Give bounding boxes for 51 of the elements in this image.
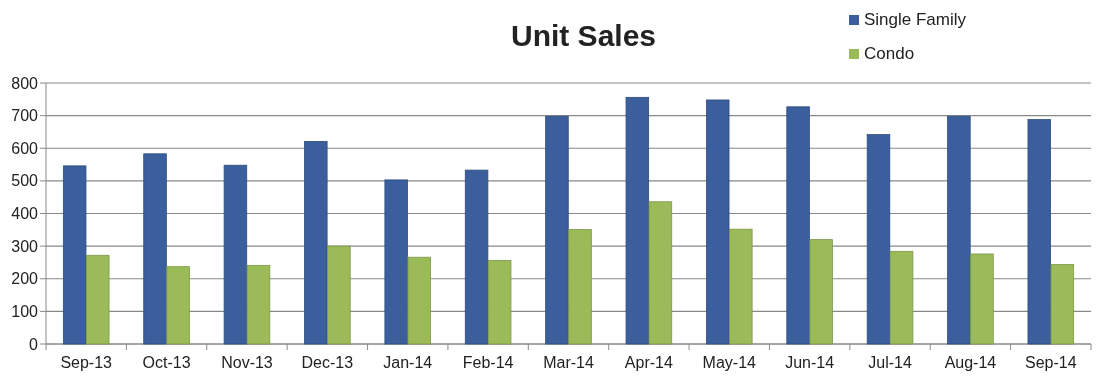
bar xyxy=(889,250,914,345)
bar xyxy=(625,96,650,345)
x-tick-label: Jan-14 xyxy=(383,354,433,371)
legend-label: Single Family xyxy=(864,10,967,29)
bar xyxy=(86,254,110,345)
bar xyxy=(729,228,753,345)
x-tick-label: Sep-13 xyxy=(60,354,113,371)
y-tick-label: 600 xyxy=(11,139,39,157)
x-tick-label: May-14 xyxy=(702,354,757,371)
bar xyxy=(487,260,512,345)
y-tick-label: 400 xyxy=(11,205,39,223)
bar xyxy=(464,169,489,345)
bar xyxy=(304,141,328,345)
bar xyxy=(970,253,994,345)
x-tick-label: Aug-14 xyxy=(944,354,997,371)
y-tick-label: 100 xyxy=(11,302,39,320)
bar xyxy=(223,164,248,345)
bar xyxy=(786,106,810,345)
bar xyxy=(166,266,190,345)
chart-title: Unit Sales xyxy=(510,19,657,52)
bar xyxy=(62,165,87,345)
bar xyxy=(568,229,592,345)
x-tick-label: Jul-14 xyxy=(868,354,912,371)
x-tick-label: Nov-13 xyxy=(221,354,273,371)
y-tick-label: 200 xyxy=(11,270,39,288)
bar xyxy=(947,115,971,345)
bar xyxy=(545,115,569,345)
y-tick-label: 300 xyxy=(11,237,39,255)
x-tick-label: Dec-13 xyxy=(301,354,354,371)
x-tick-label: Sep-14 xyxy=(1025,354,1077,371)
bar xyxy=(246,264,271,345)
bar xyxy=(648,201,673,345)
y-tick-label: 500 xyxy=(11,172,39,190)
x-tick-label: Apr-14 xyxy=(624,354,673,371)
bar xyxy=(327,245,351,345)
x-tick-label: Oct-13 xyxy=(142,354,191,371)
y-tick-label: 700 xyxy=(11,107,39,125)
x-tick-label: Jun-14 xyxy=(785,354,835,371)
bar xyxy=(809,239,833,345)
y-tick-label: 800 xyxy=(11,74,39,92)
bar xyxy=(143,153,167,345)
x-tick-label: Feb-14 xyxy=(462,354,514,371)
bar xyxy=(384,179,408,345)
bar xyxy=(407,256,431,345)
x-tick-label: Mar-14 xyxy=(543,354,594,371)
bar xyxy=(1027,119,1051,345)
bar xyxy=(706,99,730,345)
legend-label: Condo xyxy=(864,44,915,63)
bar xyxy=(866,134,891,345)
bar xyxy=(1050,264,1075,345)
y-tick-label: 0 xyxy=(29,335,39,353)
